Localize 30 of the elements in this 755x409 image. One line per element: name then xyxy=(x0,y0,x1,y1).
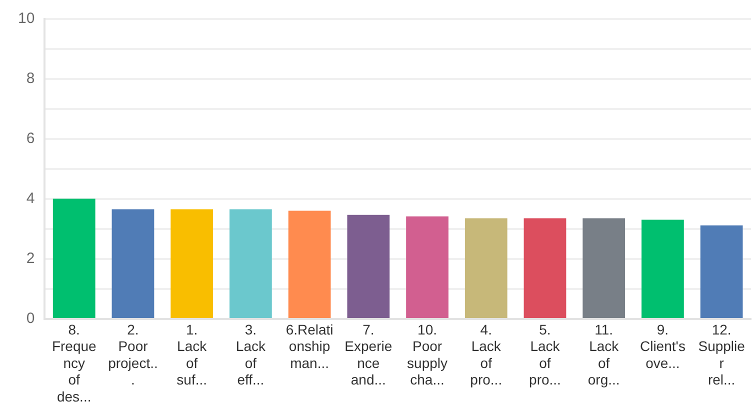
bar xyxy=(700,225,743,318)
bar xyxy=(642,220,684,318)
bar xyxy=(52,198,96,318)
x-tick-label: 2. Poor project... xyxy=(108,321,158,388)
y-tick-label: 8 xyxy=(26,70,35,88)
bar xyxy=(582,218,626,318)
bar xyxy=(230,209,272,318)
bar xyxy=(524,218,566,318)
bar xyxy=(112,209,154,318)
x-tick-label: 5. Lack of pro... xyxy=(529,321,561,388)
x-tick-label: 6.Relationship man... xyxy=(286,321,334,371)
y-tick-label: 2 xyxy=(26,250,35,268)
bar xyxy=(406,216,448,318)
x-tick-label: 9. Client's ove... xyxy=(640,321,686,371)
y-tick-label: 10 xyxy=(18,10,35,28)
x-tick-label: 12. Supplier rel... xyxy=(698,321,746,388)
x-tick-label: 10. Poor supply cha... xyxy=(407,321,448,388)
y-tick-label: 6 xyxy=(26,130,35,148)
y-tick-label: 0 xyxy=(26,310,35,328)
x-tick-label: 1. Lack of suf... xyxy=(176,321,208,388)
x-tick-label: 4. Lack of pro... xyxy=(470,321,502,388)
y-tick-label: 4 xyxy=(26,190,35,208)
bar xyxy=(288,210,331,318)
x-tick-label: 7. Experience and... xyxy=(344,321,392,388)
x-tick-label: 3. Lack of eff... xyxy=(236,321,266,388)
bar xyxy=(464,218,508,318)
x-tick-label: 8. Frequency of des... xyxy=(52,321,97,404)
x-tick-label: 11. Lack of org... xyxy=(588,321,620,388)
bar xyxy=(170,209,214,318)
bar xyxy=(347,214,390,318)
